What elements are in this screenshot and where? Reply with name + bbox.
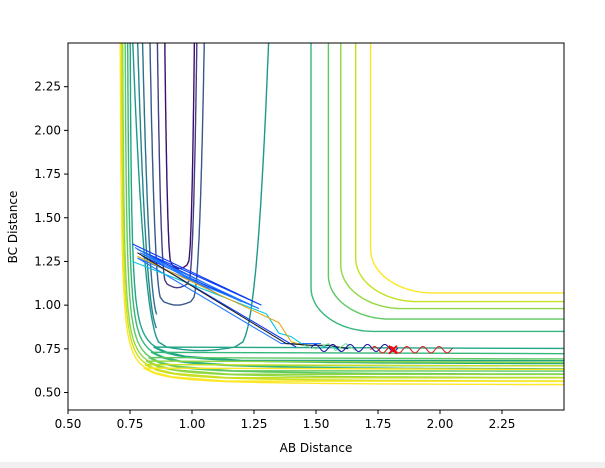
contour-line — [327, 43, 564, 320]
contour-line — [119, 43, 564, 386]
y-tick-label: 2.25 — [34, 80, 61, 94]
y-tick-label: 0.75 — [34, 342, 61, 356]
contour-line — [122, 43, 564, 379]
trajectory-line — [137, 255, 304, 346]
x-tick-label: 2.25 — [489, 417, 516, 431]
contour-line — [120, 43, 564, 382]
x-tick-label: 1.50 — [303, 417, 330, 431]
x-tick-label: 0.50 — [55, 417, 82, 431]
bottom-strip — [0, 462, 605, 468]
contour-line — [369, 43, 564, 294]
contour-line — [340, 43, 564, 310]
x-axis-label: AB Distance — [280, 441, 353, 455]
contour-line — [127, 43, 564, 370]
y-tick-label: 1.75 — [34, 167, 61, 181]
trajectory-line — [132, 260, 342, 352]
end-point-marker — [388, 345, 398, 355]
x-tick-label: 2.00 — [427, 417, 454, 431]
y-tick-label: 1.00 — [34, 298, 61, 312]
x-tick-label: 1.75 — [365, 417, 392, 431]
y-tick-label: 1.25 — [34, 254, 61, 268]
trajectory-lines — [132, 243, 453, 354]
contour-line — [156, 43, 198, 289]
contour-line — [141, 43, 158, 315]
y-axis-ticks: 0.50 0.75 1.00 1.25 1.50 1.75 2.00 2.25 — [34, 80, 68, 400]
y-tick-label: 2.00 — [34, 123, 61, 137]
contour-line — [132, 43, 270, 352]
x-tick-label: 0.75 — [117, 417, 144, 431]
contour-line — [129, 43, 564, 365]
y-axis-label: BC Distance — [6, 191, 20, 264]
trajectory-line — [137, 252, 349, 350]
contour-line — [149, 43, 205, 306]
trajectory-line — [310, 343, 399, 353]
contour-line — [124, 43, 564, 375]
contour-line — [136, 43, 157, 329]
y-tick-label: 0.50 — [34, 386, 61, 400]
contour-line — [310, 43, 564, 333]
trajectory-line — [303, 342, 357, 352]
x-tick-label: 1.00 — [179, 417, 206, 431]
x-axis-ticks: 0.50 0.75 1.00 1.25 1.50 1.75 2.00 2.25 — [55, 410, 516, 431]
x-tick-label: 1.25 — [241, 417, 268, 431]
marker-layer — [388, 345, 398, 355]
trajectory-line — [370, 346, 453, 354]
contour-line — [355, 43, 564, 303]
contour-lines — [119, 43, 564, 386]
y-tick-label: 1.50 — [34, 211, 61, 225]
